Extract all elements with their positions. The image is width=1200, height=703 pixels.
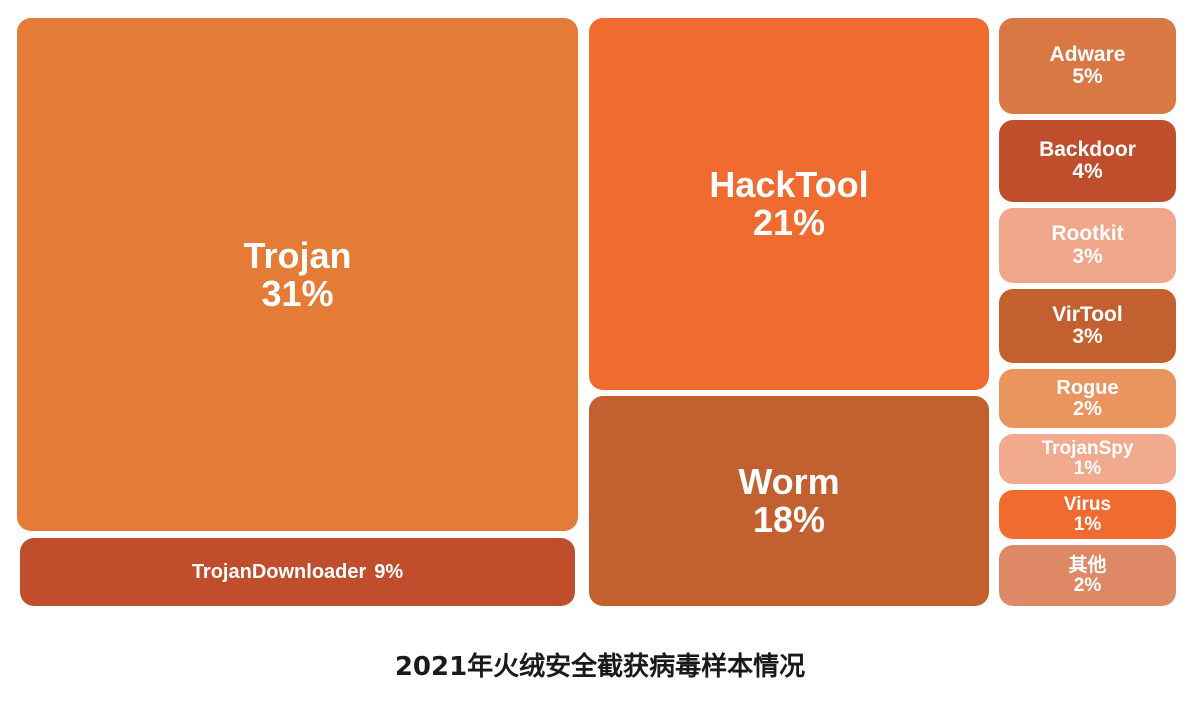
tile-label: Rogue <box>1056 376 1119 399</box>
tile-value: 4% <box>1072 160 1103 183</box>
treemap-tile-rootkit: Rootkit 3% <box>999 208 1176 283</box>
treemap-tile-hacktool: HackTool 21% <box>589 18 989 390</box>
tile-label: Trojan <box>243 234 352 276</box>
tile-value: 9% <box>374 560 404 583</box>
tile-label: Adware <box>1049 42 1126 66</box>
treemap-tile-backdoor: Backdoor 4% <box>999 120 1176 202</box>
tile-value: 3% <box>1072 325 1103 348</box>
treemap-tile-rogue: Rogue 2% <box>999 369 1176 428</box>
tile-label: TrojanSpy <box>1041 438 1134 460</box>
tile-label: HackTool <box>709 164 869 206</box>
tile-label: VirTool <box>1052 302 1123 326</box>
treemap-tile-trojandownloader: TrojanDownloader 9% <box>20 538 575 606</box>
tile-label: Rootkit <box>1051 222 1124 246</box>
tile-value: 2% <box>1073 397 1102 420</box>
tile-value: 1% <box>1073 513 1102 535</box>
treemap-chart: Trojan 31% TrojanDownloader 9% HackTool 21% Wo… <box>17 18 1176 606</box>
tile-label: Backdoor <box>1039 137 1136 161</box>
tile-label: Worm <box>738 461 840 503</box>
tile-label: TrojanDownloader <box>191 560 367 583</box>
tile-value: 2% <box>1073 574 1102 596</box>
tile-label: 其他 <box>1068 554 1107 576</box>
treemap-tile-其他: 其他 2% <box>999 545 1176 606</box>
treemap-tile-trojanspy: TrojanSpy 1% <box>999 434 1176 484</box>
treemap-tile-virtool: VirTool 3% <box>999 289 1176 363</box>
treemap-tile-worm: Worm 18% <box>589 396 989 606</box>
tile-value: 1% <box>1073 458 1102 479</box>
tile-value: 31% <box>261 272 334 314</box>
tile-label: Virus <box>1063 493 1112 515</box>
chart-title: 2021年火绒安全截获病毒样本情况 <box>394 652 806 682</box>
treemap-tile-trojan: Trojan 31% <box>17 18 578 531</box>
tile-value: 3% <box>1072 244 1103 268</box>
tile-value: 18% <box>752 499 826 540</box>
tile-value: 21% <box>752 202 826 243</box>
treemap-tile-virus: Virus 1% <box>999 490 1176 539</box>
treemap-tile-adware: Adware 5% <box>999 18 1176 114</box>
tile-value: 5% <box>1072 65 1103 88</box>
